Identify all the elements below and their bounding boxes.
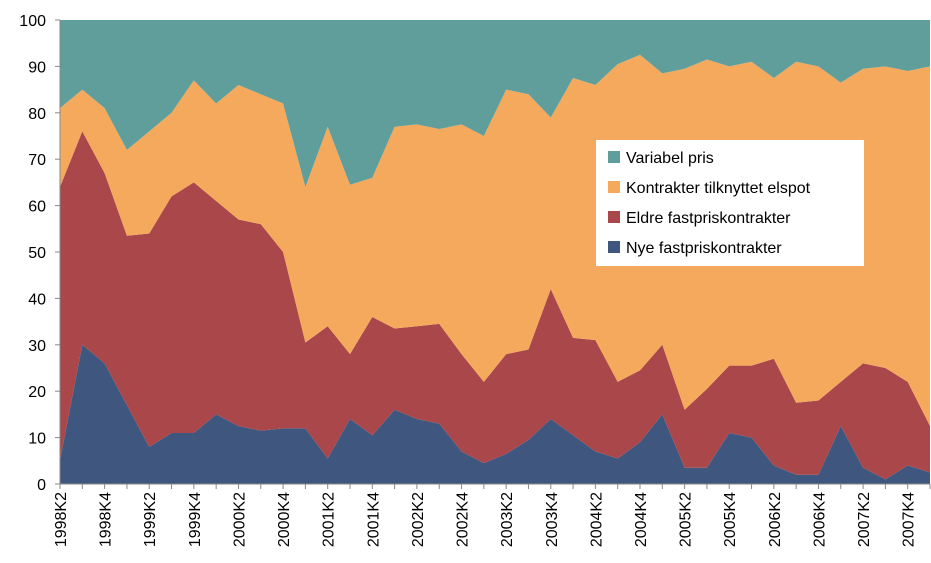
y-tick-label: 30 [28,338,46,355]
x-tick-label: 2003K4 [544,492,561,547]
legend-label: Nye fastpriskontrakter [626,240,782,257]
area [60,131,930,480]
legend-swatch [608,151,620,163]
x-tick-label: 2007K2 [856,492,873,547]
legend-swatch [608,211,620,223]
legend-label: Eldre fastpriskontrakter [626,210,791,227]
y-tick-label: 100 [19,13,46,30]
x-tick-label: 2006K4 [811,492,828,547]
x-tick-label: 1998K2 [53,492,70,547]
x-tick-label: 2007K4 [901,492,918,547]
x-tick-label: 1998K4 [98,492,115,547]
x-tick-label: 2006K2 [767,492,784,547]
x-tick-label: 2002K2 [410,492,427,547]
y-tick-label: 50 [28,245,46,262]
y-tick-label: 10 [28,431,46,448]
x-tick-label: 2000K2 [231,492,248,547]
y-tick-label: 60 [28,199,46,216]
y-tick-label: 70 [28,152,46,169]
x-tick-label: 2000K4 [276,492,293,547]
x-tick-label: 2001K4 [365,492,382,547]
y-tick-label: 40 [28,291,46,308]
x-tick-label: 2005K2 [678,492,695,547]
legend-swatch [608,241,620,253]
area [60,344,930,484]
legend-swatch [608,181,620,193]
y-tick-label: 90 [28,59,46,76]
x-tick-label: 2003K2 [499,492,516,547]
x-tick-label: 2002K4 [455,492,472,547]
area [60,20,930,188]
legend-box [596,140,864,266]
x-tick-label: 2004K2 [588,492,605,547]
x-tick-label: 2004K4 [633,492,650,547]
y-tick-label: 0 [37,477,46,494]
legend-label: Variabel pris [626,150,714,167]
x-tick-label: 2005K4 [722,492,739,547]
y-tick-label: 20 [28,384,46,401]
y-tick-label: 80 [28,106,46,123]
x-tick-label: 1999K4 [187,492,204,547]
x-tick-label: 2001K2 [321,492,338,547]
x-tick-label: 1999K2 [142,492,159,547]
legend-label: Kontrakter tilknyttet elspot [626,180,811,197]
